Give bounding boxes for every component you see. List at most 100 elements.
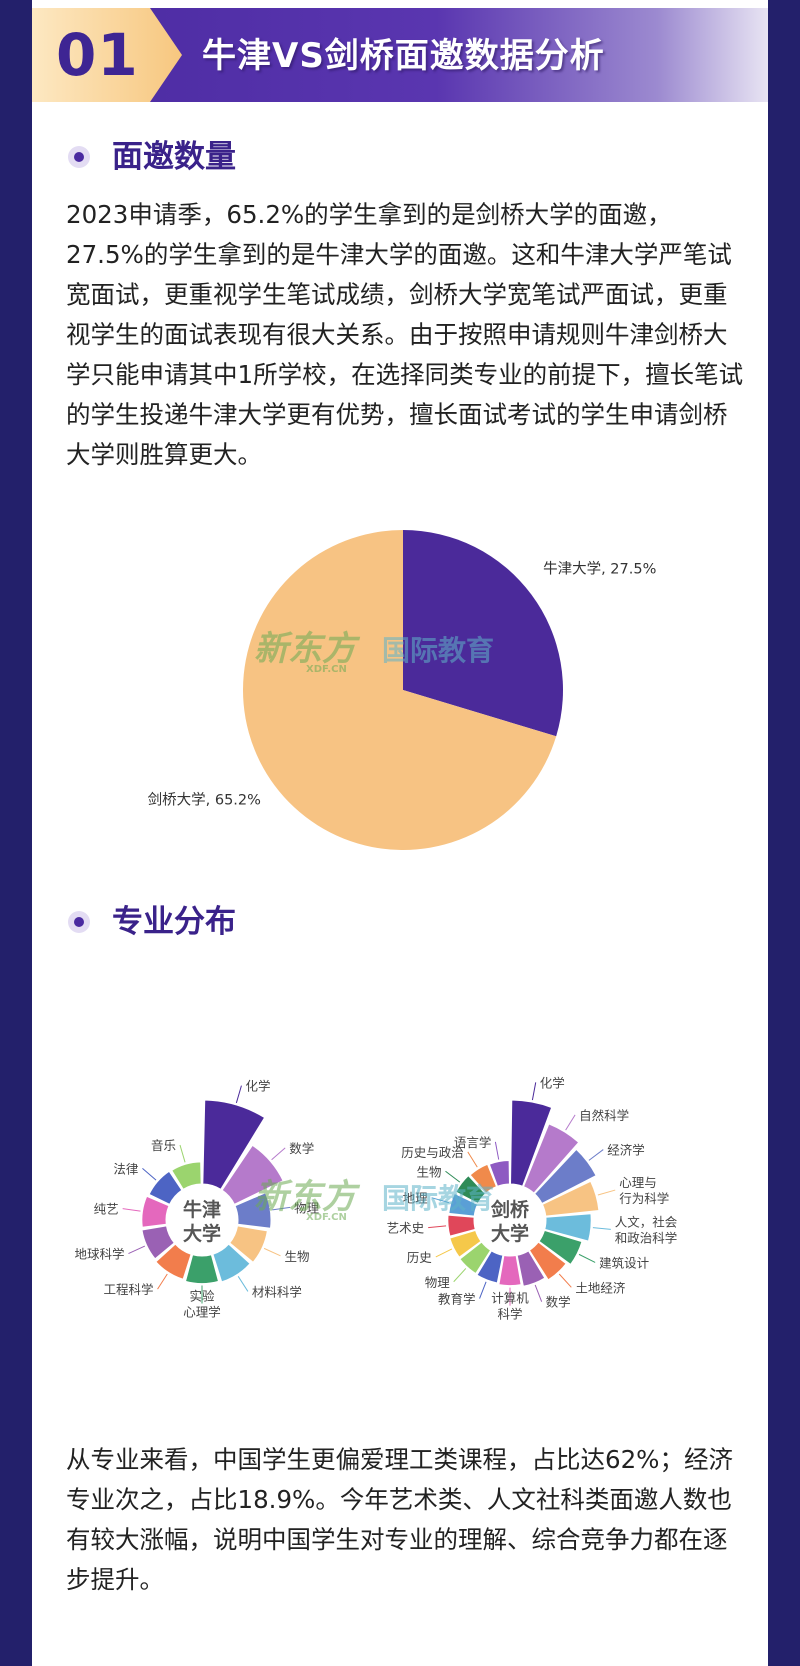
rose-petal bbox=[202, 1099, 266, 1190]
section-paragraph: 从专业来看，中国学生更偏爱理工类课程，占比达62%；经济专业次之，占比18.9%… bbox=[66, 1445, 733, 1594]
rose-category-label: 数学 bbox=[546, 1295, 571, 1310]
rose-petal bbox=[171, 1161, 202, 1190]
rose-petal bbox=[538, 1229, 583, 1266]
section-heading-interviews: 面邀数量 bbox=[68, 137, 236, 177]
rose-category-label: 建筑设计 bbox=[599, 1255, 649, 1270]
rose-petal bbox=[522, 1123, 580, 1194]
watermark-domain: XDF.CN bbox=[306, 664, 347, 675]
rose-leader-line bbox=[235, 1085, 242, 1104]
rose-category-label: 工程科学 bbox=[104, 1282, 154, 1297]
rose-leader-line bbox=[428, 1225, 447, 1229]
rose-leader-line bbox=[453, 1268, 467, 1283]
section-paragraph: 2023申请季，65.2%的学生拿到的是剑桥大学的面邀，27.5%的学生拿到的是… bbox=[66, 200, 744, 469]
rose-leader-line bbox=[122, 1208, 141, 1212]
rose-petal bbox=[455, 1174, 487, 1205]
rose-category-label: 数学 bbox=[289, 1141, 314, 1156]
rose-leader-line bbox=[179, 1144, 186, 1163]
rose-leader-line bbox=[578, 1253, 596, 1263]
rose-leader-line bbox=[467, 1151, 478, 1168]
section-title: 专业分布 bbox=[112, 904, 236, 940]
pie-slice bbox=[403, 530, 564, 737]
rose-category-label: 物理 bbox=[425, 1275, 451, 1290]
rose-leader-line bbox=[157, 1273, 168, 1290]
rose-leader-line bbox=[494, 1141, 500, 1160]
rose-leader-line bbox=[142, 1168, 157, 1181]
rose-category-label: 和政治科学 bbox=[615, 1230, 678, 1245]
rose-petal bbox=[184, 1254, 220, 1285]
rose-petal bbox=[234, 1192, 272, 1229]
rose-category-label: 物理 bbox=[294, 1200, 320, 1215]
rose-petal bbox=[448, 1192, 479, 1217]
rose-leader-line bbox=[237, 1276, 249, 1292]
rose-petal bbox=[510, 1099, 553, 1187]
rose-category-label: 人文，社会 bbox=[615, 1214, 678, 1229]
rose-petal bbox=[141, 1225, 175, 1260]
bullet-dot-icon bbox=[68, 146, 90, 168]
rose-leader-line bbox=[272, 1206, 291, 1211]
rose-petal bbox=[141, 1195, 170, 1228]
rose-category-label: 行为科学 bbox=[619, 1191, 669, 1206]
rose-petal bbox=[533, 1148, 597, 1205]
pie-slice-label: 剑桥大学, 65.2% bbox=[148, 792, 261, 809]
rose-center-label: 剑桥 bbox=[490, 1198, 530, 1221]
rose-center-label: 牛津 bbox=[183, 1198, 221, 1221]
pie-slice bbox=[243, 530, 557, 850]
rose-category-label: 地理 bbox=[403, 1191, 429, 1206]
rose-leader-line bbox=[263, 1247, 281, 1257]
section-banner: 01 牛津VS剑桥面邀数据分析 bbox=[32, 8, 768, 102]
watermark-sub: 国际教育 bbox=[382, 634, 494, 667]
rose-category-label: 化学 bbox=[245, 1079, 270, 1094]
rose-category-label: 化学 bbox=[540, 1075, 565, 1090]
banner-title: 牛津VS剑桥面邀数据分析 bbox=[202, 36, 605, 76]
rose-petal bbox=[528, 1241, 567, 1281]
rose-petal bbox=[447, 1214, 476, 1237]
rose-leader-line bbox=[445, 1170, 461, 1183]
rose-petal bbox=[221, 1144, 284, 1205]
rose-leader-line bbox=[479, 1281, 487, 1299]
rose-category-label: 心理与 bbox=[619, 1175, 657, 1190]
rose-leader-line bbox=[431, 1197, 450, 1204]
rose-leader-line bbox=[565, 1114, 576, 1131]
rose-category-label: 实验 bbox=[189, 1289, 215, 1304]
rose-leader-line bbox=[435, 1248, 453, 1258]
rose-category-label: 科学 bbox=[497, 1307, 522, 1322]
rose-leader-line bbox=[534, 1284, 543, 1302]
rose-petal bbox=[155, 1243, 192, 1280]
section-heading-majors: 专业分布 bbox=[68, 902, 236, 942]
rose-category-label: 历史 bbox=[407, 1250, 433, 1265]
rose-category-label: 教育学 bbox=[438, 1292, 476, 1307]
rose-category-label: 艺术史 bbox=[387, 1221, 425, 1236]
rose-category-label: 地球科学 bbox=[74, 1247, 124, 1262]
rose-category-label: 经济学 bbox=[607, 1143, 645, 1158]
rose-petal bbox=[229, 1225, 268, 1263]
rose-petal bbox=[476, 1250, 504, 1284]
rose-category-label: 计算机 bbox=[491, 1291, 529, 1306]
rose-category-label: 语言学 bbox=[454, 1135, 492, 1150]
section-number: 01 bbox=[56, 21, 139, 89]
watermark-brand: 新东方 bbox=[254, 629, 361, 669]
rose-petal bbox=[488, 1160, 510, 1187]
rose-petal bbox=[541, 1180, 600, 1217]
rose-center-label: 大学 bbox=[491, 1222, 529, 1245]
rose-leader-line bbox=[592, 1227, 611, 1230]
rose-leader-line bbox=[597, 1189, 616, 1196]
rose-petal bbox=[544, 1213, 592, 1242]
rose-center-label: 大学 bbox=[183, 1222, 221, 1245]
section-number-badge: 01 bbox=[32, 8, 182, 102]
rose-leader-line bbox=[271, 1147, 286, 1161]
rose-petal bbox=[516, 1250, 546, 1287]
watermark-brand: 新东方 bbox=[254, 1177, 361, 1217]
bullet-dot-icon bbox=[68, 911, 90, 933]
rose-category-label: 材料科学 bbox=[252, 1284, 302, 1299]
rose-petal bbox=[449, 1229, 482, 1258]
rose-leader-line bbox=[588, 1149, 604, 1161]
rose-petal bbox=[148, 1170, 183, 1205]
rose-category-label: 音乐 bbox=[151, 1138, 176, 1153]
rose-category-label: 自然科学 bbox=[579, 1108, 629, 1123]
rose-category-label: 心理学 bbox=[183, 1305, 221, 1320]
